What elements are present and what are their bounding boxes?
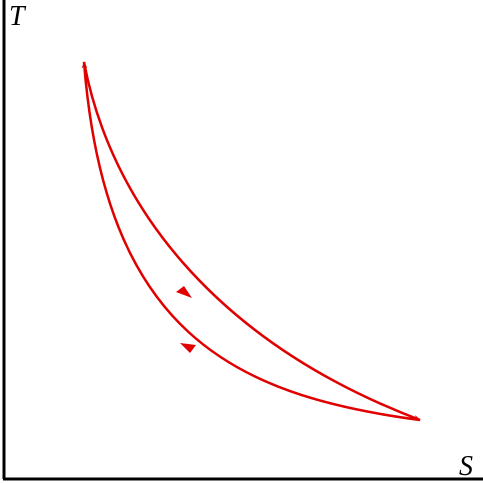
lower-mid-arrow bbox=[180, 343, 196, 353]
s-axis-label: S bbox=[459, 451, 473, 482]
lower-process bbox=[81, 61, 421, 422]
t-axis-label: T bbox=[9, 1, 27, 32]
upper-process bbox=[82, 61, 421, 422]
upper-mid-arrow bbox=[176, 286, 192, 298]
